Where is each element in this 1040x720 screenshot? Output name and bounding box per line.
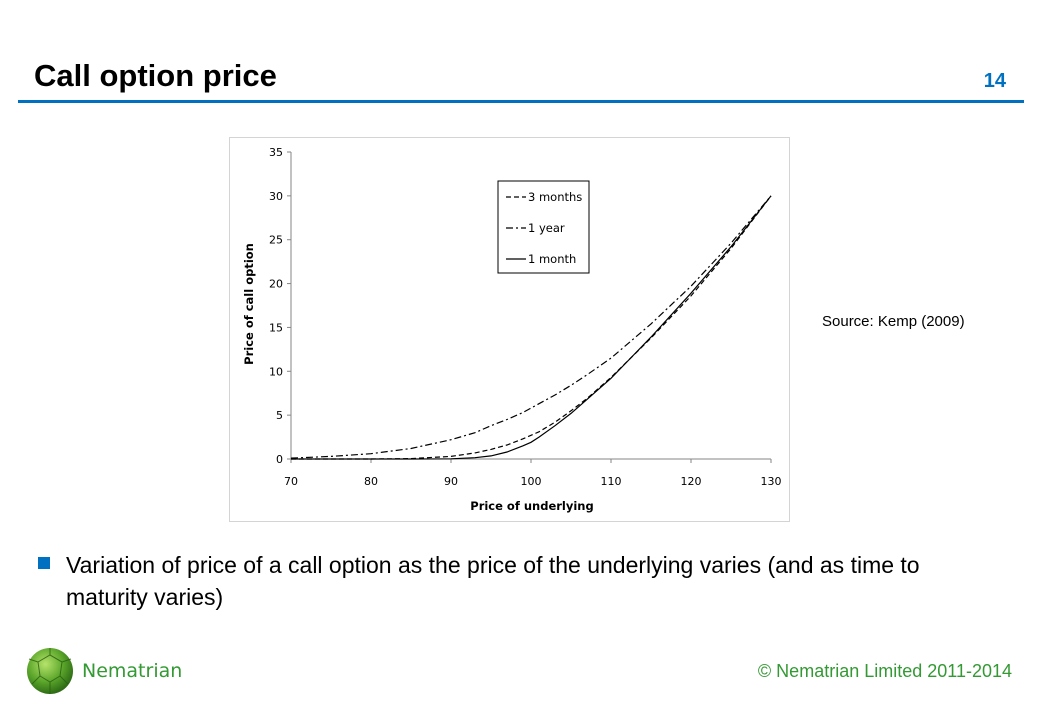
y-tick-label: 10 [269,365,283,378]
x-tick-label: 80 [364,475,378,488]
chart-legend: 3 months 1 year 1 month [497,180,590,274]
x-tick-label: 120 [681,475,702,488]
slide-number: 14 [983,70,1006,92]
nematrian-logo [24,646,76,696]
y-tick-label: 5 [276,409,283,422]
y-tick-label: 20 [269,278,283,291]
legend-box [497,180,590,274]
title-divider [18,100,1024,103]
series-line-3 [291,195,772,460]
call-price-chart: 0 5 10 15 20 25 30 35 70 80 90 100 110 120 130 3 month… [242,146,782,513]
legend-label: 1 year [528,221,565,235]
y-tick-label: 25 [269,234,283,247]
bullet-marker [38,557,50,569]
x-axis-label: Price of underlying [470,499,593,513]
x-tick-label: 70 [284,475,298,488]
legend-label: 1 month [528,252,576,266]
series-line-2 [290,195,772,459]
x-tick-label: 110 [601,475,622,488]
x-tick-label: 100 [521,475,542,488]
source-note: Source: Kemp (2009) [822,313,965,330]
x-tick-label: 130 [761,475,782,488]
footer-brand: Nematrian [82,660,183,682]
x-tick-label: 90 [444,475,458,488]
y-axis-label: Price of call option [242,243,256,365]
y-tick-label: 30 [269,190,283,203]
y-tick-label: 35 [269,146,283,159]
bullet-text: Variation of price of a call option as t… [66,552,920,610]
y-tick-label: 15 [269,321,283,334]
y-tick-label: 0 [276,453,283,466]
chart-series [290,195,772,460]
footer-copyright: © Nematrian Limited 2011-2014 [757,661,1012,681]
slide-title: Call option price [34,58,277,93]
chart-frame: 0 5 10 15 20 25 30 35 70 80 90 100 110 120 130 3 month… [229,137,790,522]
chart-axes: 0 5 10 15 20 25 30 35 70 80 90 100 110 120 130 [269,146,782,488]
legend-label: 3 months [528,190,582,204]
